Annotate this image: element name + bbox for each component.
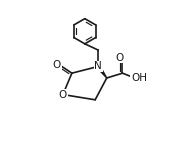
Text: N: N	[94, 61, 102, 71]
Text: O: O	[59, 89, 67, 100]
Polygon shape	[97, 65, 107, 78]
Text: O: O	[116, 53, 124, 63]
Text: O: O	[53, 60, 61, 70]
Text: OH: OH	[131, 73, 147, 83]
